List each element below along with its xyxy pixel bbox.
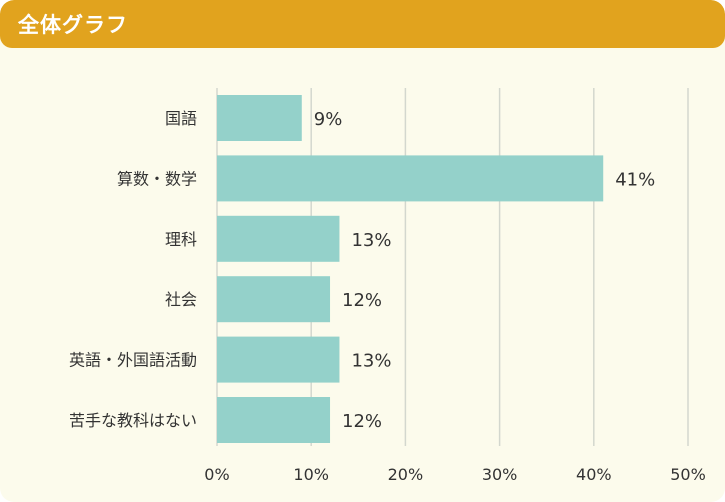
bar <box>217 397 331 443</box>
category-label: 算数・数学 <box>117 169 197 188</box>
value-label: 41% <box>615 169 655 190</box>
bar <box>217 336 340 383</box>
category-label: 理科 <box>165 230 197 249</box>
value-label: 12% <box>342 290 382 311</box>
value-label: 13% <box>351 230 391 251</box>
x-tick-label: 30% <box>482 465 518 484</box>
value-label: 12% <box>342 411 382 432</box>
bar <box>217 95 302 141</box>
x-tick-label: 10% <box>293 465 329 484</box>
bar <box>217 215 340 262</box>
category-label: 苦手な教科はない <box>69 411 197 430</box>
x-tick-label: 20% <box>388 465 424 484</box>
category-label: 社会 <box>165 290 197 309</box>
bar <box>217 155 604 202</box>
value-label: 13% <box>351 351 391 372</box>
bar <box>217 276 331 323</box>
x-tick-label: 50% <box>670 465 706 484</box>
category-label: 英語・外国語活動 <box>69 351 197 370</box>
chart-title: 全体グラフ <box>18 13 128 37</box>
category-label: 国語 <box>165 109 197 128</box>
value-label: 9% <box>314 109 343 130</box>
x-tick-label: 40% <box>576 465 612 484</box>
chart-header: 全体グラフ <box>0 0 725 48</box>
x-tick-label: 0% <box>204 465 229 484</box>
